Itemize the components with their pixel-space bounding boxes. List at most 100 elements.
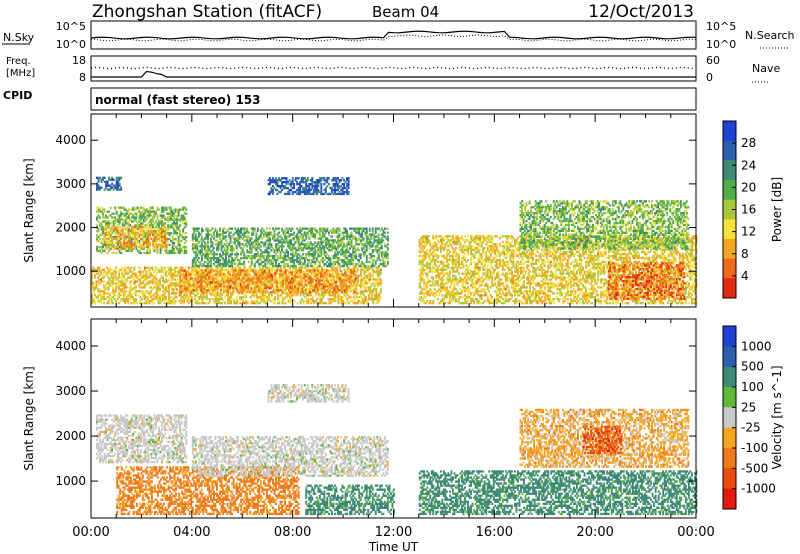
power-cell — [102, 232, 104, 235]
power-cell — [332, 277, 334, 280]
power-cell — [324, 239, 327, 242]
power-cell — [209, 288, 211, 291]
power-cell — [146, 218, 148, 221]
power-cell — [158, 233, 160, 236]
power-cell — [130, 280, 133, 283]
power-cell — [276, 255, 279, 258]
power-cell — [119, 280, 122, 283]
power-cell — [335, 269, 337, 272]
power-cell — [137, 294, 140, 297]
power-cell — [153, 278, 155, 281]
power-cell — [175, 284, 178, 287]
power-cell — [227, 300, 229, 303]
power-cell — [259, 235, 262, 238]
power-cell — [215, 296, 217, 299]
power-cell — [128, 296, 131, 299]
power-cell — [379, 292, 382, 295]
power-cell — [123, 245, 126, 248]
power-cell — [222, 245, 224, 248]
power-cell — [127, 276, 130, 279]
power-cell — [325, 289, 328, 292]
power-cell — [150, 210, 153, 213]
power-cell — [298, 271, 301, 274]
power-cell — [290, 253, 292, 256]
power-cell — [193, 298, 196, 301]
power-cell — [173, 251, 176, 255]
power-cell — [250, 237, 253, 240]
power-cell — [163, 292, 166, 295]
power-cell — [208, 257, 211, 260]
power-cell — [164, 206, 166, 209]
freq-left-tick-top: 18 — [72, 54, 86, 67]
power-cell — [294, 291, 297, 294]
power-cell — [150, 229, 153, 232]
power-cell — [378, 274, 381, 277]
power-cell — [207, 253, 209, 256]
power-cell — [264, 231, 267, 234]
power-cell — [305, 233, 308, 236]
power-cell — [194, 239, 197, 242]
power-cell — [306, 253, 309, 256]
power-cell — [165, 270, 167, 273]
power-cell — [262, 233, 265, 236]
power-cell — [250, 251, 253, 254]
power-cell — [297, 257, 300, 260]
power-cell — [193, 247, 196, 250]
power-cell — [305, 264, 308, 268]
power-cell — [328, 249, 330, 252]
power-cell — [111, 239, 114, 242]
power-cell — [153, 225, 156, 229]
power-cell — [130, 302, 133, 305]
power-cell — [162, 294, 164, 297]
power-cell — [182, 214, 185, 217]
power-cell — [213, 251, 215, 254]
power-cell — [335, 275, 337, 278]
power-cell — [174, 274, 177, 277]
power-cell — [315, 275, 318, 278]
power-cell — [339, 289, 342, 292]
power-cell — [177, 247, 180, 251]
power-cell — [346, 290, 349, 293]
power-cell — [240, 227, 243, 230]
power-cell — [196, 229, 199, 232]
power-cell — [167, 224, 169, 227]
power-cell — [321, 233, 324, 236]
power-cell — [105, 222, 107, 225]
power-cell — [127, 218, 130, 221]
power-cell — [270, 245, 273, 248]
power-cell — [213, 298, 216, 301]
power-cell — [215, 287, 218, 290]
power-cell — [316, 287, 319, 290]
power-cell — [124, 290, 127, 293]
power-cell — [126, 227, 129, 230]
power-cell — [172, 274, 175, 277]
power-cell — [170, 249, 173, 253]
power-cell — [165, 274, 167, 277]
power-cell — [185, 285, 188, 288]
power-cell — [147, 292, 149, 295]
power-cell — [117, 241, 120, 245]
power-cell — [159, 288, 161, 291]
power-cell — [320, 298, 323, 301]
power-cell — [124, 241, 127, 245]
power-cell — [125, 278, 128, 281]
power-cell — [318, 262, 321, 266]
power-cell — [364, 280, 367, 283]
power-cell — [134, 276, 137, 279]
power-cell — [101, 294, 104, 297]
power-cell — [259, 257, 262, 260]
power-cell — [197, 283, 200, 286]
power-cell — [97, 268, 99, 271]
power-cell — [196, 253, 199, 256]
power-cell — [268, 298, 270, 301]
power-cell — [146, 214, 148, 217]
power-cell — [124, 220, 127, 223]
power-cell — [323, 227, 326, 230]
power-cell — [156, 239, 159, 242]
power-cell — [182, 251, 185, 255]
power-cell — [238, 291, 241, 294]
power-cell — [156, 233, 159, 236]
power-cell — [178, 266, 181, 269]
power-cell — [241, 269, 244, 272]
power-cell — [196, 243, 199, 246]
